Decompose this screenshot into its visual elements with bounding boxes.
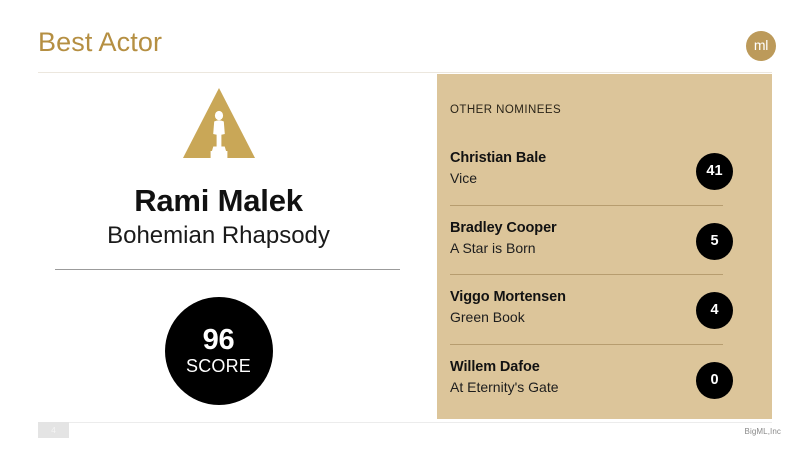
page-number-badge: 4 bbox=[38, 422, 69, 438]
nominee-score-value: 41 bbox=[706, 163, 723, 179]
nominee-score-badge: 0 bbox=[696, 361, 733, 399]
nominee-row[interactable]: Willem Dafoe At Eternity's Gate 0 bbox=[437, 343, 772, 414]
header-divider bbox=[38, 72, 772, 73]
winner-divider bbox=[55, 269, 400, 270]
nominee-score-badge: 5 bbox=[696, 222, 733, 260]
winner-panel: Rami Malek Bohemian Rhapsody 96 SCORE bbox=[0, 73, 437, 418]
nominee-film-title: Vice bbox=[450, 170, 477, 186]
winner-film-title: Bohemian Rhapsody bbox=[107, 222, 330, 249]
nominee-film-title: A Star is Born bbox=[450, 239, 536, 256]
winner-score-label: SCORE bbox=[185, 356, 251, 376]
winner-name: Rami Malek bbox=[134, 183, 303, 218]
nominee-name: Viggo Mortensen bbox=[450, 289, 566, 305]
nominee-film-title: At Eternity's Gate bbox=[450, 378, 559, 395]
footer-credit: BigML,Inc bbox=[744, 427, 781, 436]
nominee-row[interactable]: Bradley Cooper A Star is Born 5 bbox=[437, 204, 772, 275]
nominee-text: Christian Bale Vice bbox=[450, 149, 700, 188]
nominee-film-title: Green Book bbox=[450, 309, 525, 325]
nominee-text: Bradley Cooper A Star is Born bbox=[450, 219, 700, 258]
winner-score-value: 96 bbox=[202, 324, 235, 356]
winner-score-badge: 96 SCORE bbox=[164, 297, 273, 405]
other-nominees-heading: OTHER NOMINEES bbox=[450, 104, 562, 116]
nominee-score-value: 0 bbox=[710, 371, 719, 388]
nominee-divider bbox=[450, 343, 723, 345]
bigml-logo-text: ml bbox=[753, 37, 769, 53]
nominee-text: Viggo Mortensen Green Book bbox=[450, 288, 700, 327]
page-number-value: 4 bbox=[51, 425, 56, 435]
nominee-text: Willem Dafoe At Eternity's Gate bbox=[450, 358, 700, 397]
oscar-statuette-icon bbox=[182, 88, 255, 158]
nominee-score-value: 4 bbox=[710, 302, 719, 318]
nominee-list: Christian Bale Vice 41 Bradley Cooper A … bbox=[437, 135, 772, 413]
nominee-name: Bradley Cooper bbox=[450, 219, 557, 236]
other-nominees-panel: OTHER NOMINEES Christian Bale Vice 41 Br… bbox=[437, 74, 772, 419]
footer-divider bbox=[38, 422, 772, 423]
nominee-name: Christian Bale bbox=[450, 150, 547, 166]
nominee-divider bbox=[450, 274, 723, 275]
nominee-row[interactable]: Viggo Mortensen Green Book 4 bbox=[437, 274, 772, 344]
nominee-score-badge: 4 bbox=[696, 292, 733, 329]
bigml-logo: ml bbox=[746, 31, 776, 61]
slide-header: Best Actor ml bbox=[0, 0, 810, 73]
page-title: Best Actor bbox=[38, 27, 163, 57]
nominee-name: Willem Dafoe bbox=[450, 358, 540, 375]
nominee-score-badge: 41 bbox=[696, 153, 733, 190]
nominee-score-value: 5 bbox=[710, 232, 719, 249]
nominee-row[interactable]: Christian Bale Vice 41 bbox=[437, 135, 772, 205]
nominee-divider bbox=[450, 204, 723, 206]
